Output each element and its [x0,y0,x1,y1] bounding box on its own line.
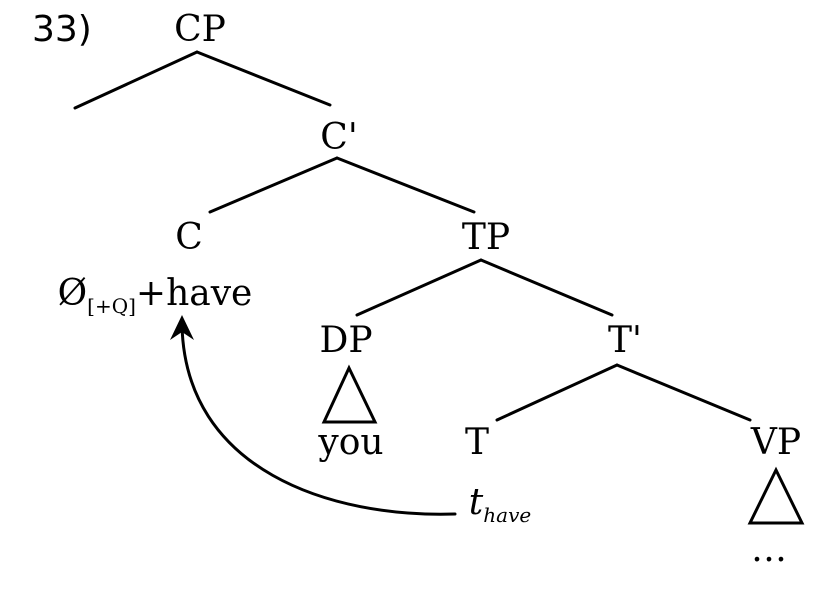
branch-cbar-c [208,156,339,214]
branch-tp-tbar [479,258,614,317]
trace: thave [468,482,531,526]
branch-tbar-vp [615,363,752,422]
branch-cp-cbar [195,50,332,107]
question-feature: [+Q] [87,294,136,318]
trace-symbol: t [468,482,484,523]
dp-content: you [318,422,384,463]
node-c: C [175,217,203,258]
null-complementizer-symbol: Ø [57,273,88,314]
node-c-bar: C' [320,117,358,158]
movement-arrow [180,323,457,516]
example-number: 33) [32,9,92,50]
node-t-bar: T' [608,320,642,361]
node-dp: DP [319,320,373,361]
branch-cp-spec [73,50,199,110]
branch-tp-dp [355,258,483,317]
c-content: Ø[+Q]+have [57,273,253,317]
node-t: T [464,422,490,463]
vp-triangle [747,466,805,525]
branch-tbar-t [495,363,619,422]
dp-triangle [321,364,378,424]
moved-auxiliary: +have [135,273,253,314]
branch-cbar-tp [335,156,476,214]
node-cp: CP [174,9,226,50]
vp-content: … [751,529,789,570]
node-tp: TP [461,217,511,258]
trace-subscript: have [483,503,532,527]
movement-arrowhead [170,315,194,340]
node-vp: VP [750,422,802,463]
